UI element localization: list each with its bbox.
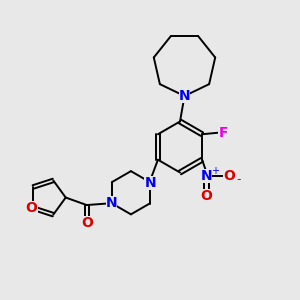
- Text: N: N: [201, 169, 212, 183]
- Text: O: O: [201, 189, 212, 203]
- Text: O: O: [26, 200, 38, 214]
- Text: O: O: [223, 169, 235, 183]
- Text: +: +: [211, 166, 219, 176]
- Text: N: N: [179, 89, 190, 103]
- Text: -: -: [236, 173, 241, 186]
- Text: F: F: [218, 126, 228, 140]
- Text: O: O: [81, 216, 93, 230]
- Text: N: N: [106, 196, 117, 210]
- Text: N: N: [144, 176, 156, 190]
